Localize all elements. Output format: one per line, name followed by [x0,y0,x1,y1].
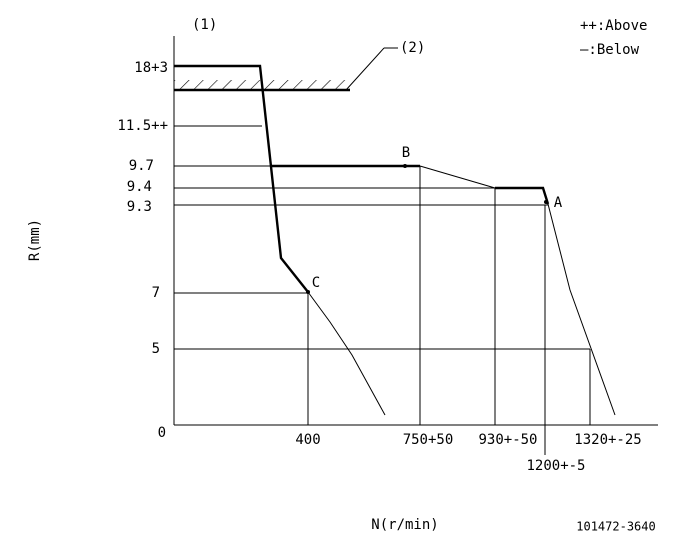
x-label: 750+50 [403,432,454,448]
y-axis-title: R(mm) [27,219,43,261]
x-label: 1200+-5 [526,458,585,474]
x-label: 1320+-25 [574,432,641,448]
y-label: 7 [152,285,160,301]
stop-hatch [174,47,398,92]
drawing-number: 101472-3640 [576,520,655,534]
legend-above: ++:Above [580,18,647,34]
y-label: 0 [158,425,166,441]
x-axis-title: N(r/min) [371,517,438,533]
y-label: 9.4 [127,179,152,195]
x-label: 400 [295,432,320,448]
y-label: 9.7 [129,158,154,174]
reference-lines [174,125,591,455]
point-label: B [402,145,410,161]
y-label: 11.5++ [117,118,168,134]
y-label: 18+3 [134,60,168,76]
legend-below: —:Below [580,42,640,58]
curves [174,64,616,416]
y-label: 5 [152,341,160,357]
x-label: 930+-50 [478,432,537,448]
point-label: A [554,195,563,211]
stop-label: (2) [400,40,425,56]
corner-label: (1) [192,17,217,33]
y-label: 9.3 [127,199,152,215]
axes [173,36,658,426]
point-label: C [312,275,320,291]
